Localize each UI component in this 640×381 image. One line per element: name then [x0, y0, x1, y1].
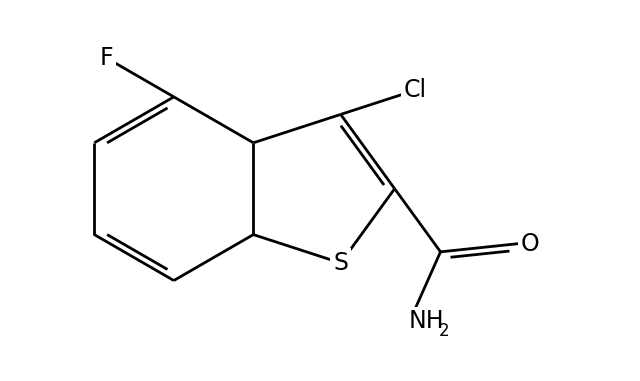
Text: F: F [99, 46, 113, 70]
Text: Cl: Cl [403, 78, 426, 102]
Text: 2: 2 [438, 322, 449, 340]
Text: NH: NH [409, 309, 444, 333]
Text: O: O [521, 232, 540, 256]
Text: S: S [333, 251, 348, 275]
